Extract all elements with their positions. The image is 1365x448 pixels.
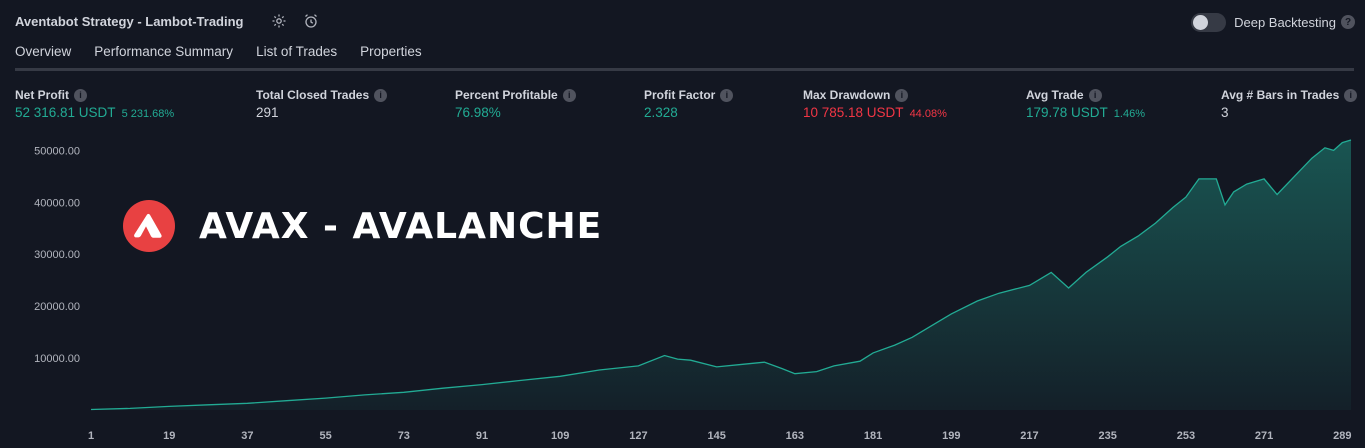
metric-value-row: 52 316.81 USDT 5 231.68% (15, 105, 174, 120)
tab-properties[interactable]: Properties (360, 44, 422, 59)
metric-label: Net Profit i (15, 88, 174, 102)
metric-value-row: 10 785.18 USDT 44.08% (803, 105, 947, 120)
metric-value: 2.328 (644, 105, 678, 120)
metric-label: Avg Trade i (1026, 88, 1145, 102)
x-tick-label: 37 (241, 430, 253, 442)
x-tick-label: 109 (551, 430, 569, 442)
tab-list-of-trades[interactable]: List of Trades (256, 44, 338, 59)
y-tick-label: 50000.00 (34, 145, 80, 157)
metric-value-row: 76.98% (455, 105, 576, 120)
x-tick-label: 271 (1255, 430, 1273, 442)
metric-label-text: Profit Factor (644, 88, 716, 102)
y-axis: 10000.00 20000.00 30000.00 40000.00 50000.00 (34, 145, 80, 365)
help-icon[interactable]: ? (1341, 15, 1355, 29)
metric-value-row: 291 (256, 105, 387, 120)
y-tick-label: 40000.00 (34, 197, 80, 209)
avalanche-logo-icon (123, 200, 175, 252)
x-tick-label: 73 (398, 430, 410, 442)
metrics-row: Net Profit i 52 316.81 USDT 5 231.68% Total … (0, 88, 1365, 124)
info-icon[interactable]: i (562, 88, 576, 102)
info-icon[interactable]: i (74, 88, 87, 102)
metric-avg-trade: Avg Trade i 179.78 USDT 1.46% (1026, 88, 1145, 120)
info-icon[interactable]: i (1344, 88, 1358, 102)
metric-value: 52 316.81 USDT (15, 105, 116, 120)
metric-max-drawdown: Max Drawdown i 10 785.18 USDT 44.08% (803, 88, 947, 120)
metric-profit-factor: Profit Factor i 2.328 (644, 88, 734, 120)
deep-backtesting-toggle[interactable] (1191, 12, 1227, 32)
asset-banner-text: AVAX - AVALANCHE (199, 205, 603, 247)
x-tick-label: 217 (1020, 430, 1038, 442)
y-tick-label: 20000.00 (34, 301, 80, 313)
y-tick-label: 10000.00 (34, 353, 80, 365)
metric-value-row: 2.328 (644, 105, 733, 120)
equity-chart-svg: 10000.00 20000.00 30000.00 40000.00 50000.00… (34, 139, 1352, 442)
x-tick-label: 181 (864, 430, 882, 442)
metric-label-text: Avg # Bars in Trades (1221, 88, 1340, 102)
x-axis: 1 19 37 55 73 91 109 127 145 163 181 199 217 235 253 27… (88, 430, 1352, 442)
x-tick-label: 253 (1177, 430, 1195, 442)
equity-line (90, 139, 1352, 411)
info-icon[interactable]: i (1088, 88, 1102, 102)
asset-banner: AVAX - AVALANCHE (123, 200, 602, 252)
x-tick-label: 1 (88, 430, 94, 442)
metric-percent: 44.08% (909, 108, 947, 120)
metric-value: 76.98% (455, 105, 501, 120)
metric-label: Max Drawdown i (803, 88, 947, 102)
metric-label-text: Avg Trade (1026, 88, 1084, 102)
metric-label: Profit Factor i (644, 88, 734, 102)
metric-label-text: Net Profit (15, 88, 69, 102)
metric-label: Total Closed Trades i (256, 88, 388, 102)
strategy-header: Aventabot Strategy - Lambot-Trading Deep… (0, 0, 1365, 44)
strategy-title: Aventabot Strategy - Lambot-Trading (15, 14, 244, 29)
settings-gear-icon[interactable] (270, 12, 288, 30)
deep-backtesting-label: Deep Backtesting (1234, 14, 1336, 30)
report-tabs: Overview Performance Summary List of Trade… (15, 44, 445, 71)
x-tick-label: 55 (319, 430, 331, 442)
x-tick-label: 199 (942, 430, 960, 442)
metric-value: 291 (256, 105, 279, 120)
alarm-clock-icon[interactable] (302, 12, 320, 30)
x-tick-label: 163 (786, 430, 804, 442)
info-icon[interactable]: i (720, 88, 734, 102)
metric-label: Percent Profitable i (455, 88, 576, 102)
metric-avg-bars-in-trades: Avg # Bars in Trades i 3 (1221, 88, 1358, 120)
metric-label-text: Total Closed Trades (256, 88, 370, 102)
metric-value: 10 785.18 USDT (803, 105, 904, 120)
metric-percent-profitable: Percent Profitable i 76.98% (455, 88, 576, 120)
x-tick-label: 235 (1099, 430, 1117, 442)
equity-chart: 10000.00 20000.00 30000.00 40000.00 50000.00… (0, 130, 1365, 448)
metric-label-text: Max Drawdown (803, 88, 891, 102)
metric-percent: 5 231.68% (121, 108, 175, 120)
x-tick-label: 289 (1333, 430, 1351, 442)
metric-value-row: 179.78 USDT 1.46% (1026, 105, 1145, 120)
tab-overview[interactable]: Overview (15, 44, 72, 71)
tabs-divider (15, 68, 1354, 71)
metric-label: Avg # Bars in Trades i (1221, 88, 1358, 102)
equity-area (91, 140, 1351, 410)
x-tick-label: 127 (629, 430, 647, 442)
info-icon[interactable]: i (374, 88, 388, 102)
metric-percent: 1.46% (1113, 108, 1145, 120)
info-icon[interactable]: i (895, 88, 909, 102)
deep-backtesting-control: Deep Backtesting ? (1191, 12, 1355, 32)
metric-label-text: Percent Profitable (455, 88, 558, 102)
y-tick-label: 30000.00 (34, 249, 80, 261)
tab-performance-summary[interactable]: Performance Summary (94, 44, 234, 59)
x-tick-label: 145 (707, 430, 725, 442)
metric-value: 3 (1221, 105, 1229, 120)
metric-value-row: 3 (1221, 105, 1357, 120)
metric-total-closed-trades: Total Closed Trades i 291 (256, 88, 388, 120)
x-tick-label: 91 (476, 430, 488, 442)
metric-net-profit: Net Profit i 52 316.81 USDT 5 231.68% (15, 88, 174, 120)
metric-value: 179.78 USDT (1026, 105, 1108, 120)
x-tick-label: 19 (163, 430, 175, 442)
